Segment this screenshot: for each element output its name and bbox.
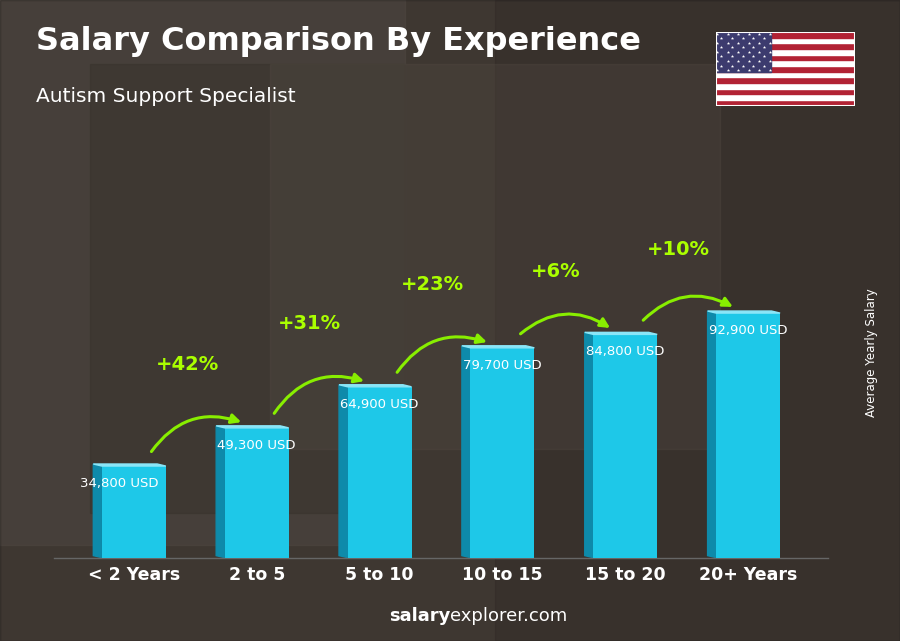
Bar	[716, 313, 780, 558]
FancyArrowPatch shape	[274, 374, 361, 413]
Bar	[0, 0, 405, 545]
Polygon shape	[339, 385, 411, 387]
Bar	[716, 54, 855, 60]
Bar	[716, 60, 855, 66]
Polygon shape	[94, 464, 102, 558]
Text: 84,800 USD: 84,800 USD	[586, 345, 664, 358]
Text: explorer.com: explorer.com	[450, 607, 567, 625]
Bar	[716, 83, 855, 88]
Bar	[270, 64, 720, 449]
Bar	[102, 466, 166, 558]
Text: Autism Support Specialist: Autism Support Specialist	[36, 87, 295, 106]
FancyArrowPatch shape	[397, 335, 483, 372]
Text: 64,900 USD: 64,900 USD	[340, 398, 418, 411]
Text: +42%: +42%	[156, 355, 219, 374]
Bar	[347, 387, 411, 558]
Polygon shape	[339, 385, 347, 558]
Text: Salary Comparison By Experience: Salary Comparison By Experience	[36, 26, 641, 56]
Text: 92,900 USD: 92,900 USD	[709, 324, 788, 337]
Bar	[471, 348, 535, 558]
Bar	[716, 38, 855, 44]
Text: +23%: +23%	[401, 275, 464, 294]
Text: +10%: +10%	[647, 240, 710, 259]
Text: Average Yearly Salary: Average Yearly Salary	[865, 288, 878, 417]
FancyArrowPatch shape	[151, 415, 238, 451]
Bar	[593, 335, 657, 558]
Polygon shape	[707, 311, 716, 558]
Polygon shape	[94, 464, 166, 466]
FancyArrowPatch shape	[520, 314, 608, 334]
Bar	[90, 64, 405, 513]
Bar	[495, 0, 900, 641]
Text: salary: salary	[389, 607, 450, 625]
Polygon shape	[707, 311, 780, 313]
Text: +6%: +6%	[531, 262, 580, 281]
Bar	[716, 32, 855, 38]
Polygon shape	[216, 426, 289, 428]
Bar	[716, 32, 771, 72]
Bar	[716, 66, 855, 72]
Bar	[225, 428, 289, 558]
Polygon shape	[462, 345, 471, 558]
Bar	[716, 44, 855, 49]
Polygon shape	[216, 426, 225, 558]
Polygon shape	[462, 345, 535, 348]
Bar	[716, 94, 855, 100]
Text: 34,800 USD: 34,800 USD	[80, 477, 158, 490]
Polygon shape	[585, 332, 593, 558]
Bar	[716, 88, 855, 94]
Bar	[716, 49, 855, 54]
Bar	[716, 78, 855, 83]
Bar	[716, 72, 855, 78]
Polygon shape	[585, 332, 657, 335]
Text: +31%: +31%	[278, 314, 341, 333]
Bar	[716, 100, 855, 106]
Text: 79,700 USD: 79,700 USD	[464, 359, 542, 372]
FancyArrowPatch shape	[644, 296, 730, 320]
Text: 49,300 USD: 49,300 USD	[218, 439, 296, 452]
